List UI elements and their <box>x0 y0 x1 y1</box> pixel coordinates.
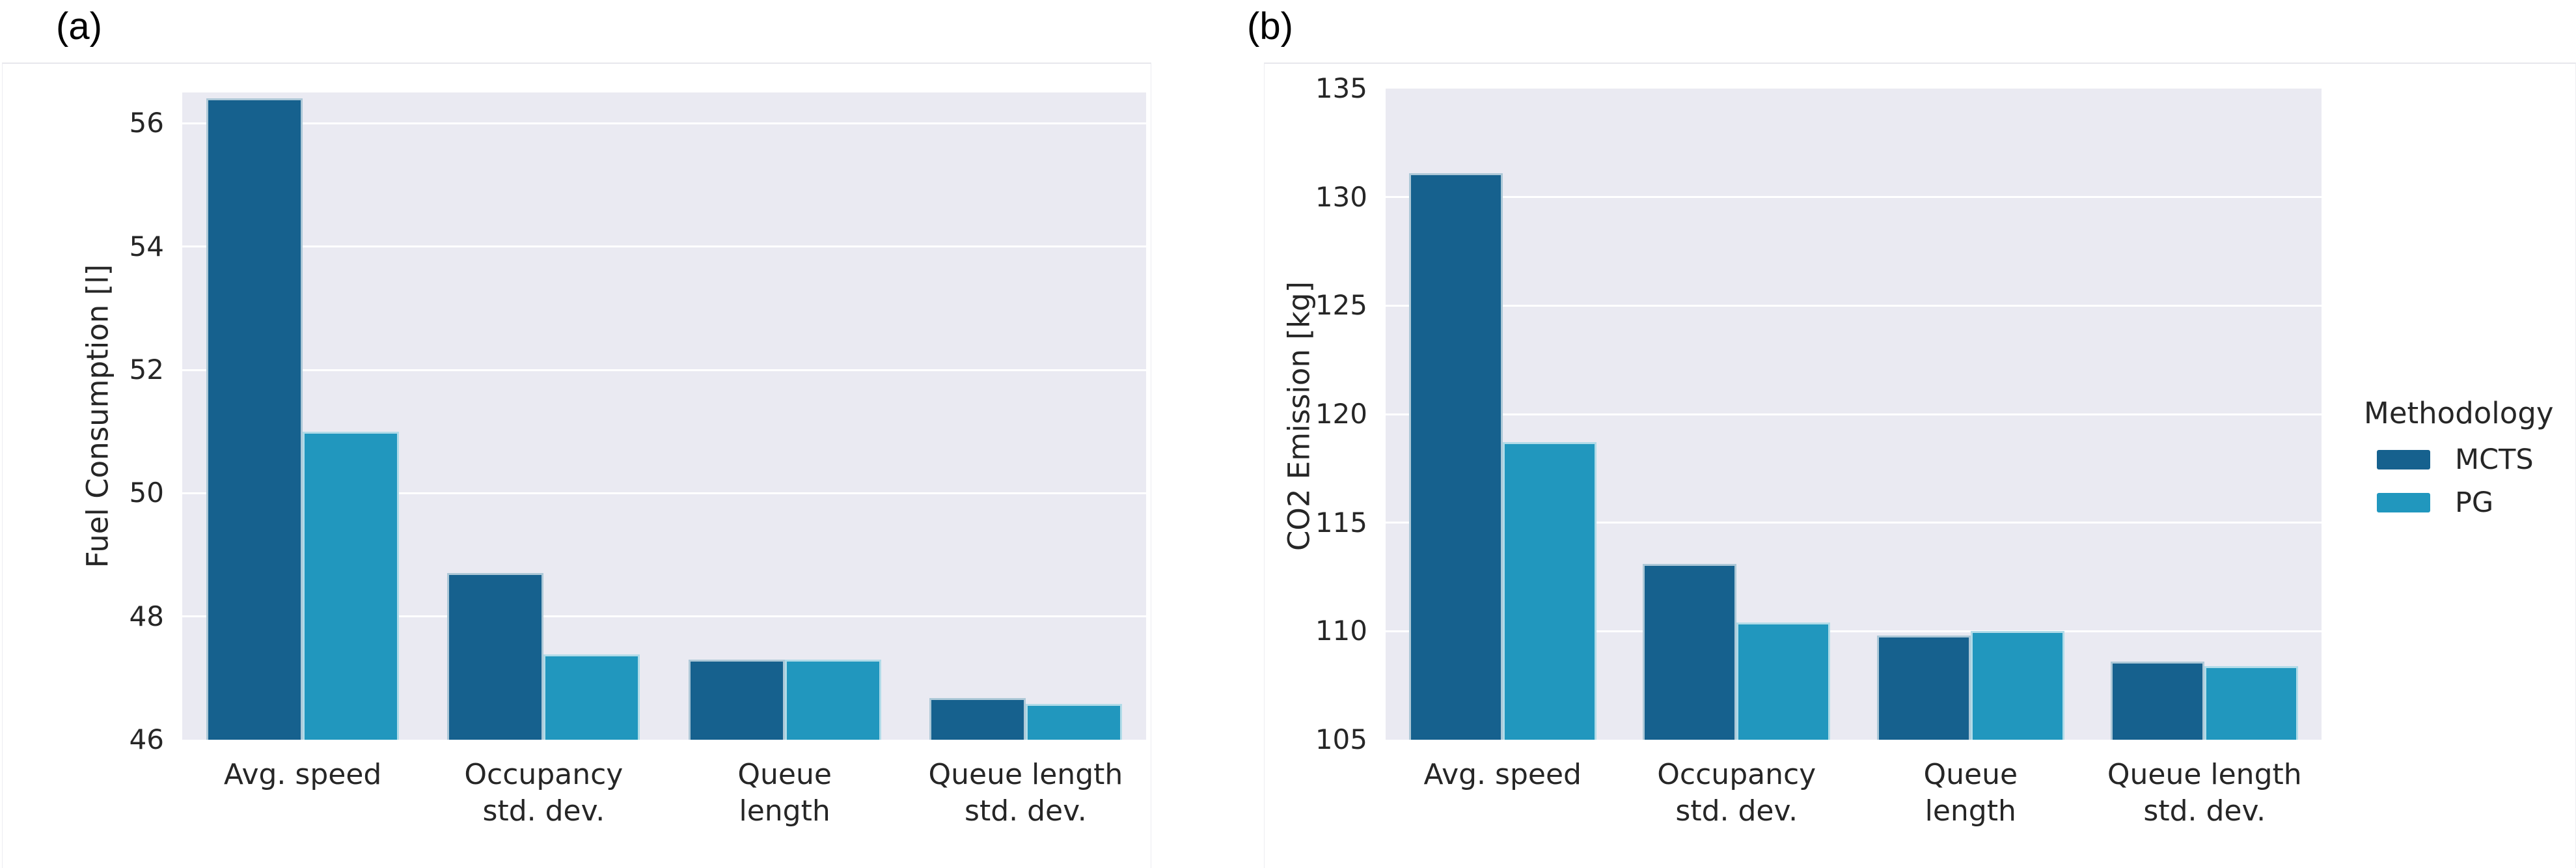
legend-title: Methodology <box>2364 396 2554 430</box>
gridline <box>182 122 1146 124</box>
x-tick-label: Occupancy std. dev. <box>1657 758 1816 828</box>
x-tick-label: Queue length std. dev. <box>928 758 1123 828</box>
bar-mcts-queue-length <box>1876 636 1971 740</box>
subfigure-label-b: (b) <box>1247 5 1293 48</box>
y-tick-label: 105 <box>1315 723 1367 755</box>
methodology-legend: Methodology MCTS PG <box>2364 399 2554 519</box>
bar-pg-occupancy-std-dev <box>543 654 640 740</box>
x-tick-label: Avg. speed <box>1423 758 1582 791</box>
gridline <box>1386 196 2322 199</box>
y-axis-title: CO2 Emission [kg] <box>1281 281 1317 552</box>
x-tick-label: Occupancy std. dev. <box>464 758 623 828</box>
gridline <box>182 492 1146 494</box>
gridline <box>1386 630 2322 632</box>
y-tick-label: 110 <box>1315 615 1367 647</box>
bar-mcts-queue-length <box>688 659 785 740</box>
legend-item-label: MCTS <box>2455 443 2534 476</box>
bar-mcts-queue-length-std-dev <box>2111 662 2205 740</box>
x-tick-label: Avg. speed <box>223 758 382 791</box>
legend-item-pg: PG <box>2364 486 2554 519</box>
y-tick-label: 54 <box>129 230 164 262</box>
bar-pg-queue-length-std-dev <box>2204 665 2299 740</box>
legend-item-mcts: MCTS <box>2364 443 2554 476</box>
bar-mcts-occupancy-std-dev <box>1643 564 1737 740</box>
bar-pg-queue-length-std-dev <box>1025 704 1122 740</box>
x-tick-label: Queue length <box>737 758 832 828</box>
gridline <box>1386 413 2322 415</box>
bar-pg-queue-length <box>1970 631 2064 740</box>
bar-pg-queue-length <box>784 659 881 740</box>
bar-mcts-occupancy-std-dev <box>447 573 544 740</box>
gridline <box>182 615 1146 618</box>
bar-pg-avg-speed <box>1502 442 1596 740</box>
bar-mcts-avg-speed <box>1408 173 1503 740</box>
bar-pg-avg-speed <box>303 431 400 740</box>
mcts-color-swatch-icon <box>2377 450 2430 469</box>
gridline <box>182 245 1146 248</box>
y-tick-label: 52 <box>129 354 164 385</box>
y-axis-title: Fuel Consumption [l] <box>80 264 115 568</box>
legend-item-label: PG <box>2455 486 2494 519</box>
y-tick-label: 130 <box>1315 180 1367 213</box>
pg-color-swatch-icon <box>2377 493 2430 512</box>
bar-mcts-avg-speed <box>206 98 303 740</box>
x-tick-label: Queue length std. dev. <box>2107 758 2302 828</box>
y-tick-label: 56 <box>129 107 164 139</box>
bar-mcts-queue-length-std-dev <box>929 697 1026 740</box>
y-tick-label: 125 <box>1315 289 1367 322</box>
gridline <box>182 369 1146 371</box>
x-tick-label: Queue length <box>1923 758 2018 828</box>
y-tick-label: 50 <box>129 477 164 509</box>
subfigure-label-a: (a) <box>56 5 102 48</box>
y-tick-label: 48 <box>129 600 164 632</box>
y-tick-label: 115 <box>1315 506 1367 539</box>
bar-pg-occupancy-std-dev <box>1736 623 1831 740</box>
gridline <box>1386 304 2322 307</box>
gridline <box>1386 522 2322 524</box>
y-tick-label: 120 <box>1315 398 1367 430</box>
y-tick-label: 135 <box>1315 72 1367 104</box>
y-tick-label: 46 <box>129 723 164 755</box>
